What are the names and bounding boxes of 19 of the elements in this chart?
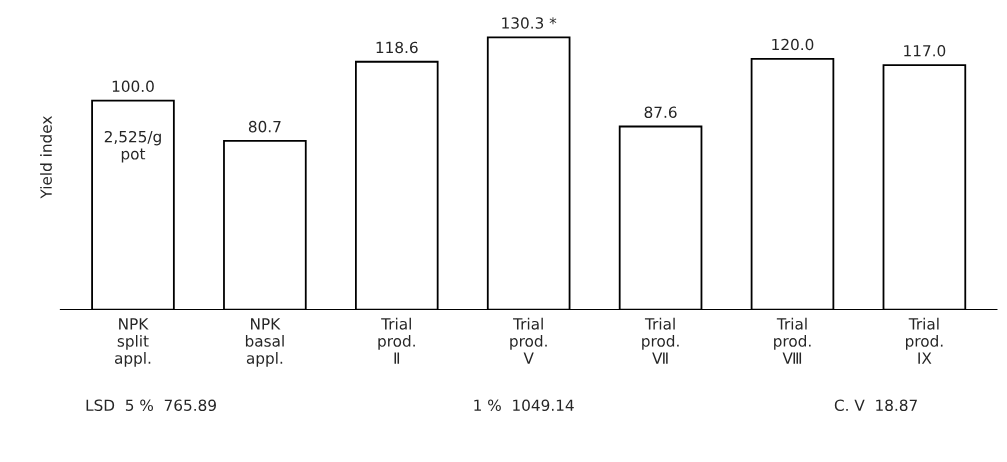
data-label: 120.0 <box>772 38 814 51</box>
x-tick-label: Trial prod. Ⅷ <box>774 317 811 364</box>
data-label: 118.6 <box>376 41 418 54</box>
data-label: 80.7 <box>248 120 281 133</box>
data-label: 87.6 <box>644 106 677 118</box>
x-tick-label: Trial prod. Ⅶ <box>642 317 679 364</box>
x-tick-label: Trial prod. Ⅴ <box>510 317 547 364</box>
text: 1 % 1049.14 <box>474 399 574 411</box>
annotation: 2,525/g pot <box>104 130 161 163</box>
data-label: 130.3 * <box>502 17 557 29</box>
x-tick-label: Trial prod. IX <box>906 317 943 364</box>
data-label: 117.0 <box>904 45 946 57</box>
x-tick-label: NPK basal appl. <box>245 318 284 367</box>
text: LSD 5 % 765.89 <box>86 399 216 411</box>
x-tick-label: Trial prod. Ⅱ <box>378 317 415 364</box>
data-label: 100.0 <box>112 80 154 93</box>
x-tick-label: NPK split appl. <box>114 318 151 367</box>
text: C. V 18.87 <box>834 399 917 411</box>
y-axis-title: Yield index <box>40 116 52 199</box>
